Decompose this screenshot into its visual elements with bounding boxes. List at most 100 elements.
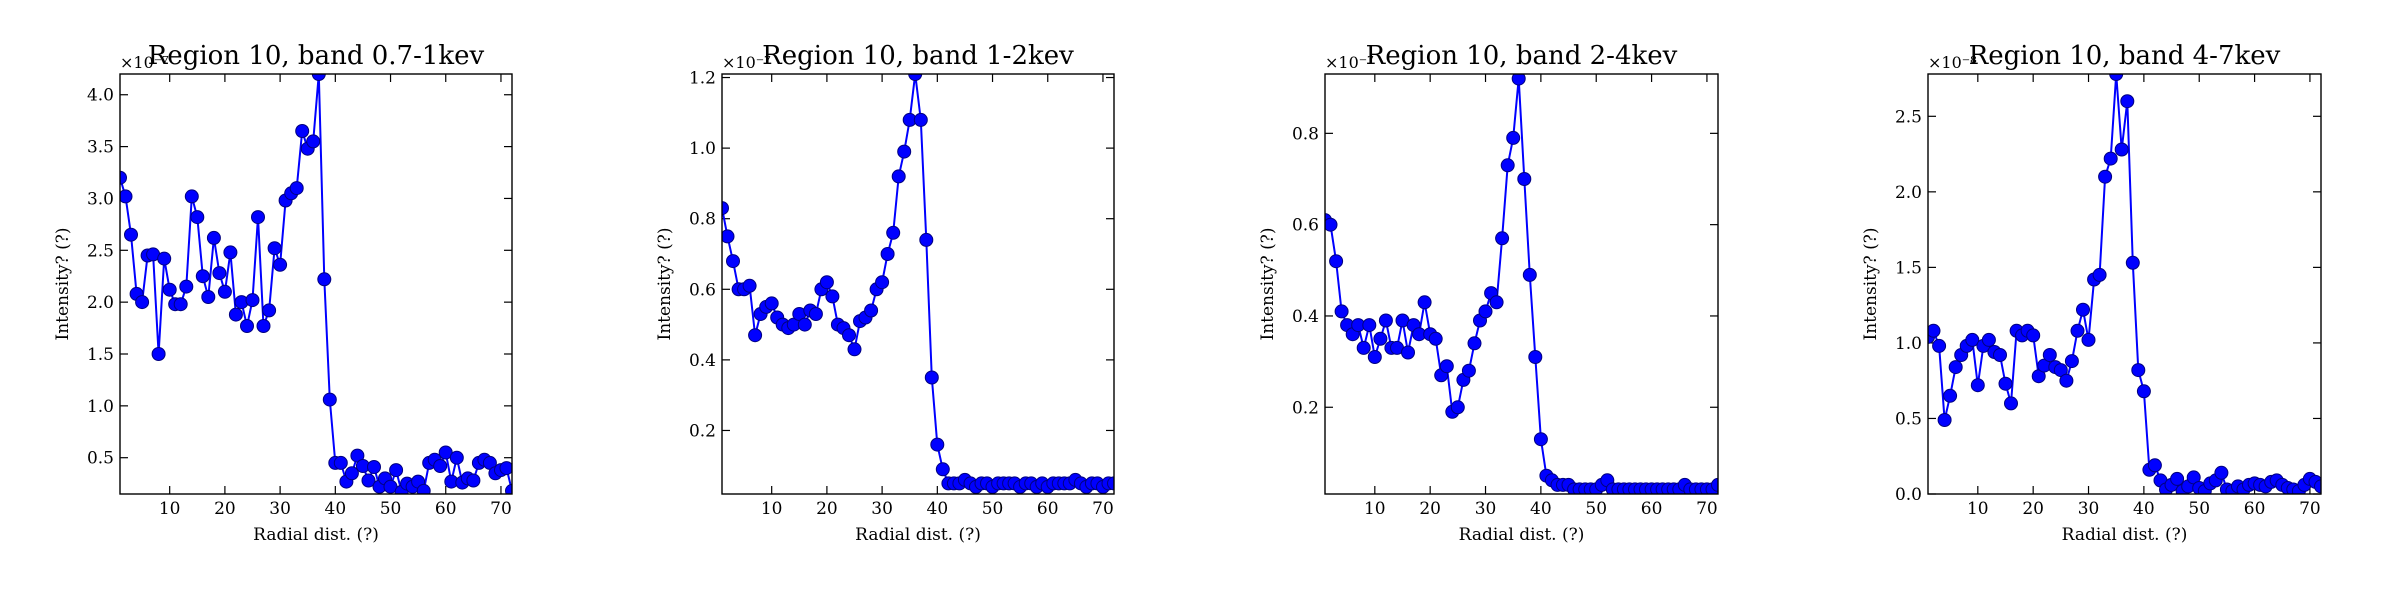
data-point xyxy=(1367,350,1382,364)
y-tick-label: 0.4 xyxy=(689,351,716,371)
data-point xyxy=(1439,359,1454,374)
data-point xyxy=(228,307,243,322)
y-tick-label: 1.0 xyxy=(689,139,716,159)
data-point xyxy=(1356,340,1371,355)
y-tick-label: 1.5 xyxy=(87,345,114,365)
data-point xyxy=(919,232,934,247)
data-point xyxy=(344,466,359,481)
data-point xyxy=(726,254,740,269)
data-point xyxy=(1450,400,1465,415)
data-point xyxy=(1417,295,1432,310)
data-point xyxy=(195,269,210,284)
y-multiplier: ×10⁻⁷ xyxy=(120,53,169,72)
axes-frame xyxy=(1324,73,1719,495)
y-tick-label: 0.6 xyxy=(689,280,716,300)
y-tick-label: 3.5 xyxy=(87,138,114,158)
data-point xyxy=(449,450,464,465)
y-tick-label: 2.5 xyxy=(1895,107,1922,127)
x-tick-label: 60 xyxy=(1641,499,1663,519)
chart-title: Region 10, band 2-4kev xyxy=(1366,41,1678,71)
data-point xyxy=(240,319,254,333)
data-point xyxy=(173,297,188,312)
y-tick-label: 0.6 xyxy=(1292,216,1319,236)
data-point xyxy=(157,251,172,266)
axes-frame xyxy=(1927,73,2322,495)
x-tick-label: 20 xyxy=(1419,499,1441,519)
data-point xyxy=(1533,432,1548,447)
data-point xyxy=(819,275,834,290)
data-point xyxy=(935,462,950,477)
x-tick-label: 40 xyxy=(2133,499,2155,519)
x-tick-label: 60 xyxy=(435,499,457,519)
data-point xyxy=(389,463,404,478)
data-point xyxy=(120,189,133,204)
x-axis-label: Radial dist. (?) xyxy=(1459,525,1585,545)
data-point xyxy=(1329,254,1344,269)
x-tick-label: 30 xyxy=(871,499,893,519)
plot-area xyxy=(722,74,1114,494)
chart-title: Region 10, band 4-7kev xyxy=(1969,41,2281,71)
data-point xyxy=(797,317,812,332)
data-point xyxy=(1981,332,1996,347)
data-point xyxy=(212,266,227,281)
data-point xyxy=(1948,360,1963,375)
x-tick-label: 30 xyxy=(269,499,291,519)
data-point xyxy=(317,272,332,287)
data-point xyxy=(908,74,923,81)
data-point xyxy=(289,181,304,196)
x-tick-label: 70 xyxy=(2299,499,2321,519)
data-point xyxy=(764,296,779,311)
data-point xyxy=(162,282,177,297)
data-point xyxy=(251,210,265,225)
data-point xyxy=(2120,94,2135,109)
data-point xyxy=(2147,458,2162,473)
y-tick-label: 1.5 xyxy=(1895,258,1922,278)
data-point xyxy=(2076,302,2090,317)
y-tick-label: 4.0 xyxy=(87,86,114,106)
y-tick-label: 2.0 xyxy=(87,293,114,313)
x-tick-label: 40 xyxy=(325,499,347,519)
data-point xyxy=(891,169,906,184)
y-tick-label: 0.2 xyxy=(689,421,716,441)
data-point xyxy=(201,290,216,304)
y-tick-label: 1.0 xyxy=(87,397,114,417)
y-multiplier: ×10⁻⁷ xyxy=(1325,53,1374,72)
x-axis-label: Radial dist. (?) xyxy=(253,525,379,545)
y-tick-label: 0.5 xyxy=(87,449,114,469)
data-point xyxy=(2070,323,2085,338)
data-point xyxy=(2103,151,2118,166)
y-tick-label: 0.8 xyxy=(1292,124,1319,144)
data-point xyxy=(2136,384,2151,399)
data-point xyxy=(120,170,127,185)
data-point xyxy=(184,189,199,204)
data-point xyxy=(825,289,840,304)
x-tick-label: 30 xyxy=(2078,499,2100,519)
data-point xyxy=(2214,465,2229,480)
x-tick-label: 10 xyxy=(1967,499,1989,519)
data-point xyxy=(722,229,735,244)
data-point xyxy=(864,303,879,318)
data-point xyxy=(2098,169,2113,184)
chart-panel-4: Region 10, band 4-7kev×10⁻⁸ 10 20 30 40 50 60 7… xyxy=(1861,41,2322,545)
x-tick-label: 50 xyxy=(380,499,402,519)
data-point xyxy=(808,307,823,321)
y-tick-label: 1.0 xyxy=(1895,334,1922,354)
data-point xyxy=(913,112,928,127)
x-axis-label: Radial dist. (?) xyxy=(855,525,981,545)
data-point xyxy=(306,134,321,149)
data-point xyxy=(1500,158,1515,173)
chart-title: Region 10, band 0.7-1kev xyxy=(148,41,485,71)
data-point xyxy=(2081,332,2096,347)
chart-panel-3: Region 10, band 2-4kev×10⁻⁷ 10 20 30 40 50 60 7… xyxy=(1258,41,1719,545)
data-point xyxy=(333,455,348,470)
x-tick-label: 20 xyxy=(214,499,236,519)
data-point xyxy=(273,257,288,272)
y-tick-label: 0.0 xyxy=(1895,485,1922,505)
x-tick-label: 70 xyxy=(490,499,512,519)
data-point xyxy=(190,210,205,225)
data-point xyxy=(1998,376,2013,391)
x-tick-label: 50 xyxy=(1585,499,1607,519)
data-point xyxy=(505,483,512,494)
data-point xyxy=(1932,338,1947,353)
